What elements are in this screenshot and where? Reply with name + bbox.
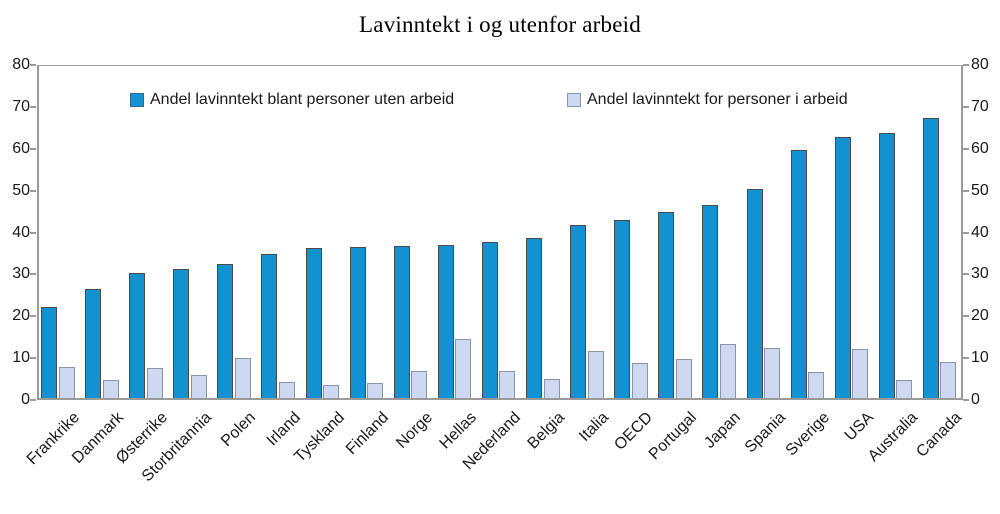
bar-uten-arbeid-oecd [614,220,631,398]
legend-marker-uten-arbeid-icon [130,93,144,107]
bar-uten-arbeid-danmark [85,289,102,398]
x-axis-label-portugal: Portugal [646,409,701,464]
bar-i-arbeid-østerrike [146,368,163,398]
y-axis-tick-label-left: 20 [12,307,30,325]
y-axis-tick-label-right: 80 [971,56,989,73]
y-axis-tick-label-left: 80 [12,56,30,73]
bar-i-arbeid-canada [940,362,957,398]
y-axis-tick-label-right: 20 [971,307,989,325]
bar-i-arbeid-belgia [543,379,560,398]
bar-uten-arbeid-belgia [526,238,543,398]
y-axis-tick-mark [963,64,969,66]
plot-area [37,65,963,400]
chart-title: Lavinntekt i og utenfor arbeid [359,12,641,37]
bar-uten-arbeid-tyskland [305,248,322,398]
x-axis-label-sverige: Sverige [782,409,833,460]
x-axis-label-spania: Spania [741,409,789,457]
x-axis-label-italia: Italia [576,409,613,445]
y-axis-tick-mark [963,273,969,276]
y-axis-tick-mark [963,357,969,360]
x-axis-label-finland: Finland [342,409,392,459]
bar-uten-arbeid-storbritannia [173,269,190,398]
bar-uten-arbeid-norge [393,246,410,398]
bar-uten-arbeid-usa [834,137,851,398]
bar-i-arbeid-storbritannia [190,375,207,398]
bar-i-arbeid-sverige [808,372,825,398]
bar-i-arbeid-oecd [631,363,648,398]
y-axis-tick-mark [30,64,36,66]
x-axis-label-polen: Polen [218,409,260,450]
bar-uten-arbeid-italia [570,225,587,398]
y-axis-tick-mark [30,147,36,150]
bar-uten-arbeid-spania [746,189,763,398]
y-axis-tick-label-left: 50 [12,181,30,199]
bar-uten-arbeid-japan [702,205,719,398]
y-axis-tick-label-right: 50 [971,181,989,199]
y-axis-tick-mark [963,231,969,234]
y-axis-tick-label-left: 10 [12,349,30,367]
legend-label-i-arbeid: Andel lavinntekt for personer i arbeid [587,91,848,108]
x-axis-label-japan: Japan [701,409,745,452]
y-axis-tick-label-right: 60 [971,139,989,157]
x-axis-label-usa: USA [841,409,877,445]
x-axis-label-irland: Irland [263,409,304,450]
y-axis-tick-label-left: 70 [12,97,30,115]
legend-item-uten-arbeid: Andel lavinntekt blant personer uten arb… [130,91,454,109]
y-axis-tick-mark [30,105,36,108]
y-axis-tick-label-right: 70 [971,97,989,115]
bar-uten-arbeid-frankrike [41,307,57,398]
y-axis-tick-mark [30,315,36,318]
legend-item-i-arbeid: Andel lavinntekt for personer i arbeid [567,91,848,109]
y-axis-tick-mark [30,189,36,192]
y-axis-tick-mark [963,189,969,192]
y-axis-tick-label-left: 40 [12,223,30,241]
x-axis-label-norge: Norge [392,409,436,452]
legend-label-uten-arbeid: Andel lavinntekt blant personer uten arb… [150,91,455,108]
y-axis-tick-mark [30,273,36,276]
y-axis-tick-label-right: 40 [971,223,989,241]
bar-i-arbeid-spania [764,348,781,398]
bar-i-arbeid-australia [896,380,913,398]
y-axis-tick-mark [30,357,36,360]
legend-marker-i-arbeid-icon [567,93,581,107]
y-axis-tick-label-right: 30 [971,265,989,283]
bar-uten-arbeid-portugal [658,212,675,398]
bar-i-arbeid-finland [367,383,384,398]
bar-i-arbeid-nederland [499,371,516,398]
bar-i-arbeid-irland [278,382,295,398]
y-axis-tick-mark [30,399,36,401]
y-axis-tick-label-left: 0 [21,391,30,408]
bar-uten-arbeid-nederland [481,242,498,398]
bar-i-arbeid-hellas [455,339,472,398]
bar-uten-arbeid-østerrike [129,273,146,398]
bar-uten-arbeid-sverige [790,150,807,398]
bar-i-arbeid-usa [852,349,869,398]
y-axis-tick-mark [963,315,969,318]
y-axis-tick-mark [30,231,36,234]
bar-uten-arbeid-irland [261,254,278,398]
y-axis-tick-mark [963,399,969,401]
bar-i-arbeid-polen [234,358,251,398]
bar-i-arbeid-tyskland [323,385,340,398]
y-axis-tick-label-left: 60 [12,139,30,157]
bar-uten-arbeid-hellas [437,245,454,398]
bar-i-arbeid-norge [411,371,428,398]
y-axis-tick-label-right: 0 [971,391,980,408]
bar-i-arbeid-portugal [675,359,692,398]
bar-uten-arbeid-canada [922,118,939,398]
bar-i-arbeid-frankrike [58,367,75,398]
bar-uten-arbeid-polen [217,264,234,398]
x-axis-label-belgia: Belgia [524,409,569,453]
bar-i-arbeid-italia [587,351,604,398]
y-axis-tick-mark [963,147,969,150]
bar-uten-arbeid-finland [349,247,366,398]
y-axis-tick-label-left: 30 [12,265,30,283]
y-axis-tick-label-right: 10 [971,349,989,367]
bar-uten-arbeid-australia [878,133,895,398]
bar-i-arbeid-danmark [102,380,119,398]
bar-i-arbeid-japan [719,344,736,398]
y-axis-tick-mark [963,105,969,108]
x-axis-label-canada: Canada [913,409,965,461]
